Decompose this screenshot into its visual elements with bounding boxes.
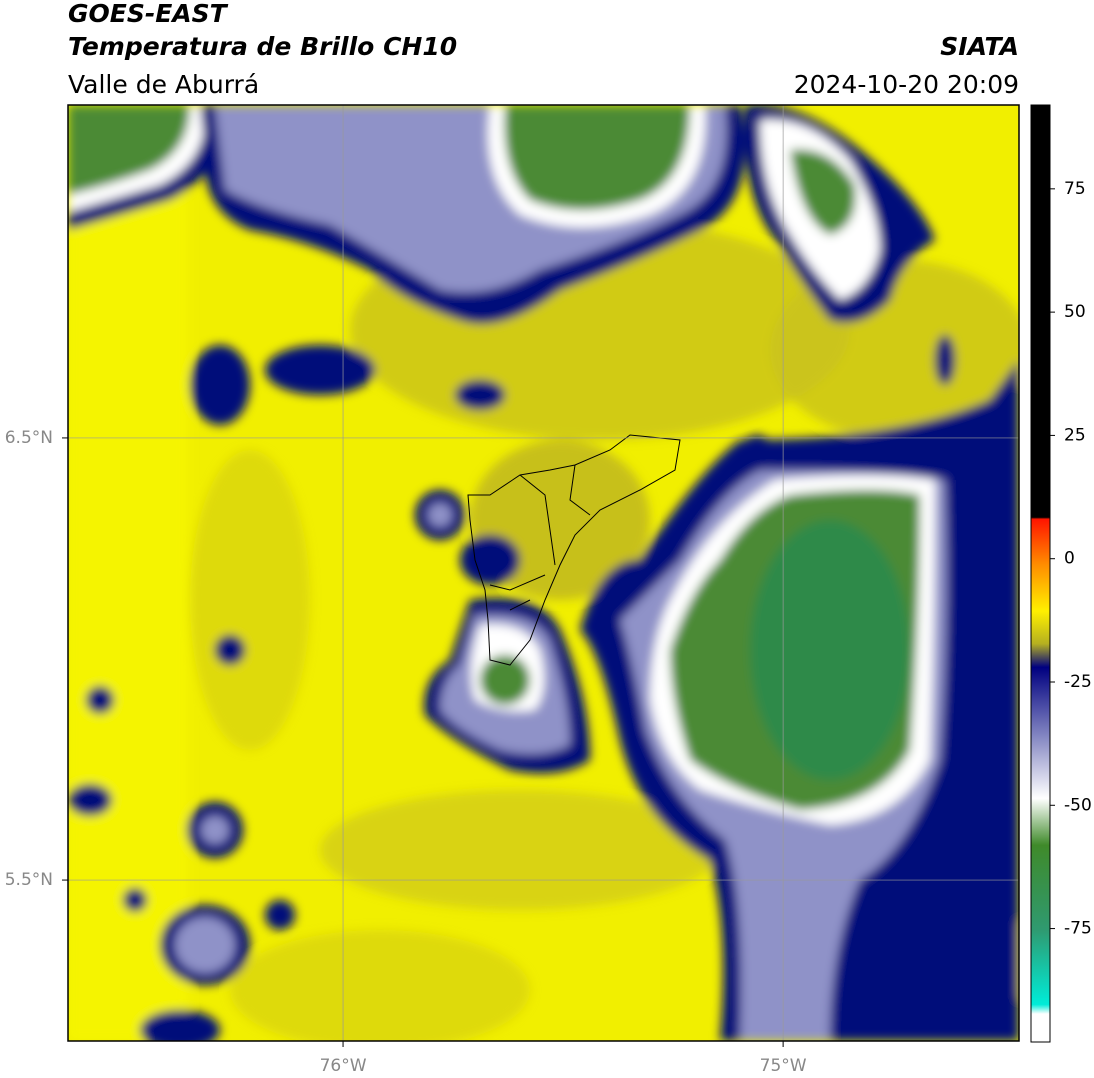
basin-outline [467,434,681,666]
subtitle: Temperatura de Brillo CH10 [68,32,457,61]
y-tick-label: 6.5°N [5,428,53,448]
map-frame [67,104,1020,1042]
colorbar-tick-label: 75 [1064,179,1086,199]
colorbar-tick-label: -50 [1064,795,1092,815]
x-tick-label: 76°W [320,1056,367,1076]
colorbar [1030,104,1051,1043]
colorbar-tick-label: 25 [1064,425,1086,445]
colorbar-tick-label: 50 [1064,302,1086,322]
region: Valle de Aburrá [68,70,259,99]
x-tick-label: 75°W [760,1056,807,1076]
title: GOES-EAST [68,0,229,28]
y-tick-label: 5.5°N [5,870,53,890]
colorbar-tick-label: -25 [1064,672,1092,692]
satellite-image [68,105,1019,1041]
datetime: 2024-10-20 20:09 [794,70,1019,99]
grid [68,105,1019,1041]
source: SIATA [940,32,1019,61]
colorbar-tick-label: 0 [1064,549,1075,569]
colorbar-tick-label: -75 [1064,919,1092,939]
